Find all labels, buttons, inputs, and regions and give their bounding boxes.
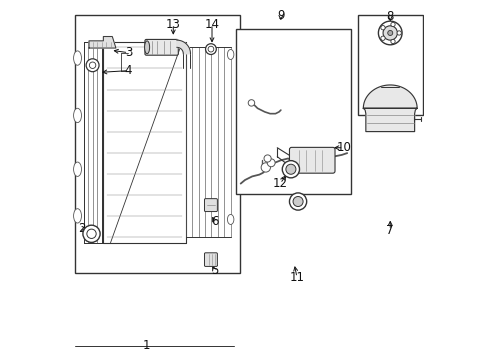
- Text: 2: 2: [78, 222, 86, 235]
- Text: 8: 8: [387, 10, 394, 23]
- Circle shape: [264, 155, 271, 162]
- Bar: [74, 15, 240, 273]
- FancyBboxPatch shape: [204, 199, 218, 212]
- Circle shape: [282, 161, 299, 178]
- Ellipse shape: [227, 215, 234, 225]
- Ellipse shape: [391, 22, 395, 27]
- Polygon shape: [177, 40, 191, 54]
- Circle shape: [83, 225, 100, 242]
- Text: 7: 7: [387, 224, 394, 237]
- Circle shape: [89, 62, 96, 68]
- Text: 6: 6: [211, 215, 218, 228]
- Text: 9: 9: [277, 9, 285, 22]
- Circle shape: [267, 159, 275, 167]
- Ellipse shape: [381, 36, 385, 40]
- Ellipse shape: [74, 51, 81, 65]
- Text: 13: 13: [166, 18, 181, 31]
- Circle shape: [261, 163, 270, 172]
- Circle shape: [208, 46, 214, 52]
- Bar: [236, 30, 351, 194]
- Ellipse shape: [74, 162, 81, 176]
- Ellipse shape: [397, 31, 401, 35]
- Polygon shape: [89, 37, 116, 48]
- Text: 1: 1: [143, 339, 150, 352]
- Text: 14: 14: [204, 18, 220, 31]
- Circle shape: [87, 229, 96, 238]
- FancyBboxPatch shape: [204, 253, 218, 266]
- Ellipse shape: [74, 209, 81, 223]
- Ellipse shape: [74, 108, 81, 123]
- Circle shape: [293, 197, 303, 207]
- FancyBboxPatch shape: [145, 40, 178, 55]
- Text: 3: 3: [125, 46, 132, 59]
- Polygon shape: [364, 85, 417, 132]
- Circle shape: [383, 26, 397, 40]
- Circle shape: [378, 21, 402, 45]
- Ellipse shape: [391, 39, 395, 44]
- Bar: [358, 15, 422, 116]
- Circle shape: [388, 31, 393, 36]
- Text: 10: 10: [336, 141, 351, 154]
- Ellipse shape: [227, 49, 234, 59]
- Circle shape: [205, 44, 216, 54]
- Text: 12: 12: [272, 177, 288, 190]
- Text: 11: 11: [290, 271, 304, 284]
- Text: 5: 5: [211, 264, 218, 277]
- Circle shape: [248, 100, 255, 106]
- Text: 4: 4: [124, 64, 132, 77]
- Ellipse shape: [145, 41, 149, 54]
- Circle shape: [86, 59, 99, 72]
- FancyBboxPatch shape: [290, 147, 335, 173]
- Circle shape: [290, 193, 307, 210]
- Circle shape: [286, 164, 296, 174]
- Ellipse shape: [381, 26, 385, 30]
